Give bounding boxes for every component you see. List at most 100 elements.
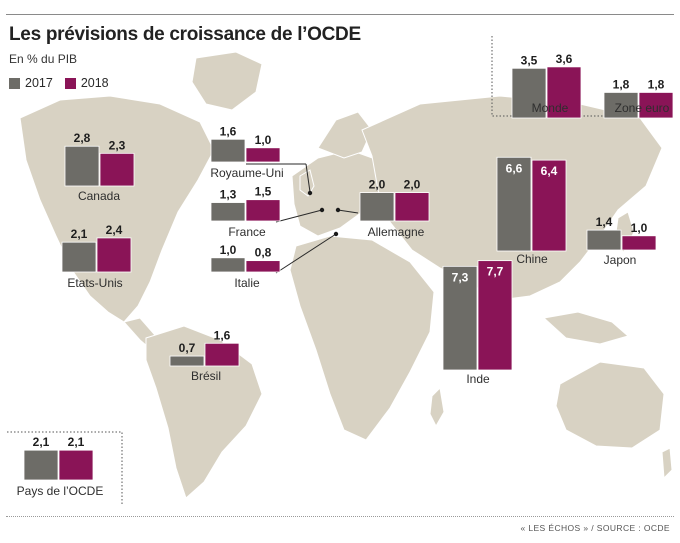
value-label-zone-euro-2018: 1,8 [648, 77, 665, 91]
world-map [19, 51, 673, 499]
value-label-italie-2017: 1,0 [220, 243, 237, 257]
country-label-japon: Japon [604, 253, 637, 267]
bar-zone-euro-2017 [603, 92, 639, 119]
value-label-etats-unis-2017: 2,1 [71, 227, 88, 241]
legend-swatch-2018 [64, 77, 76, 89]
country-label-etats-unis: Etats-Unis [67, 276, 122, 290]
bar-canada-2017 [64, 145, 100, 187]
bottom-rule [6, 516, 674, 517]
bar-royaume-uni-2017 [210, 138, 246, 163]
country-label-royaume-uni: Royaume-Uni [210, 166, 283, 180]
legend-item-2017: 2017 [9, 76, 53, 90]
legend: 2017 2018 [9, 76, 121, 90]
leader-uk-v [305, 163, 311, 193]
bar-japon-2017 [586, 229, 622, 251]
bar-etats-unis-2018 [96, 237, 132, 273]
bar-allemagne-2018 [394, 192, 430, 222]
bar-italie-2017 [210, 257, 246, 273]
country-label-monde: Monde [532, 101, 569, 115]
group-royaume-uni: 1,6 1,0 Royaume-Uni [210, 124, 283, 180]
country-groups: 3,5 3,6 Monde 1,8 1,8 Zone euro 2,8 2,3 Canada 1,… [17, 52, 674, 498]
marker-uk [307, 190, 313, 196]
value-label-chine-2017: 6,6 [506, 161, 523, 175]
legend-label-2017: 2017 [25, 76, 53, 90]
group-allemagne: 2,0 2,0 Allemagne [359, 178, 430, 239]
value-label-inde-2017: 7,3 [452, 270, 469, 284]
marker-germany [335, 207, 341, 213]
country-label-pays-de-l-ocde: Pays de l’OCDE [17, 484, 104, 498]
legend-label-2018: 2018 [80, 76, 109, 90]
group-italie: 1,0 0,8 Italie [210, 243, 281, 290]
value-label-france-2018: 1,5 [255, 185, 272, 199]
land-greenland [191, 51, 263, 111]
land-indonesia [542, 311, 630, 345]
group-canada: 2,8 2,3 Canada [64, 131, 135, 203]
value-label-etats-unis-2018: 2,4 [106, 223, 123, 237]
group-pays-de-l-ocde: 2,1 2,1 Pays de l’OCDE [17, 435, 104, 498]
country-label-chine: Chine [516, 252, 548, 266]
land-south-america [145, 325, 263, 499]
value-label-monde-2018: 3,6 [556, 52, 573, 66]
country-label-italie: Italie [234, 276, 260, 290]
group-japon: 1,4 1,0 Japon [586, 215, 657, 267]
marker-italy [333, 231, 339, 237]
value-label-italie-2018: 0,8 [255, 246, 272, 260]
value-label-pays-de-l-ocde-2017: 2,1 [33, 435, 50, 449]
value-label-zone-euro-2017: 1,8 [613, 77, 630, 91]
bar-chine-2018 [531, 159, 567, 252]
bar-zone-euro-2018 [638, 92, 674, 119]
bar-monde-2018 [546, 66, 582, 119]
group-inde: 7,3 7,7 Inde [442, 260, 513, 386]
top-rule [6, 14, 674, 15]
value-label-canada-2018: 2,3 [109, 138, 126, 152]
bar-inde-2017 [442, 265, 478, 371]
group-france: 1,3 1,5 France [210, 185, 281, 239]
group-chine: 6,6 6,4 Chine [496, 156, 567, 266]
group-bresil: 0,7 1,6 Brésil [169, 328, 240, 383]
land-australia [555, 361, 665, 449]
source-note: « LES ÉCHOS » / SOURCE : OCDE [520, 523, 670, 533]
leader-lines [246, 163, 359, 274]
marker-france [319, 207, 325, 213]
page-title: Les prévisions de croissance de l’OCDE [9, 24, 361, 45]
value-label-chine-2018: 6,4 [541, 164, 558, 178]
country-label-allemagne: Allemagne [368, 225, 425, 239]
country-label-france: France [228, 225, 266, 239]
legend-item-2018: 2018 [64, 76, 109, 90]
value-label-allemagne-2017: 2,0 [369, 178, 386, 192]
value-label-france-2017: 1,3 [220, 188, 237, 202]
country-label-canada: Canada [78, 189, 120, 203]
country-label-bresil: Brésil [191, 369, 221, 383]
land-africa [289, 235, 435, 441]
bar-etats-unis-2017 [61, 241, 97, 273]
bar-monde-2017 [511, 67, 547, 119]
page-subtitle: En % du PIB [9, 52, 78, 66]
country-label-inde: Inde [466, 372, 490, 386]
bar-bresil-2018 [204, 342, 240, 367]
bar-italie-2018 [245, 260, 281, 273]
group-zone-euro: 1,8 1,8 Zone euro [603, 77, 674, 119]
bar-allemagne-2017 [359, 192, 395, 222]
value-label-bresil-2018: 1,6 [214, 328, 231, 342]
bar-bresil-2017 [169, 355, 205, 367]
leader-germany [337, 209, 359, 214]
value-label-japon-2017: 1,4 [596, 215, 613, 229]
value-label-bresil-2017: 0,7 [179, 341, 196, 355]
value-label-inde-2018: 7,7 [487, 265, 504, 279]
bar-pays-de-l-ocde-2017 [23, 449, 59, 481]
bar-france-2017 [210, 202, 246, 222]
country-label-zone-euro: Zone euro [615, 101, 670, 115]
bar-chine-2017 [496, 156, 532, 252]
bar-inde-2018 [477, 260, 513, 371]
value-label-pays-de-l-ocde-2018: 2,1 [68, 435, 85, 449]
bar-canada-2018 [99, 152, 135, 187]
bar-pays-de-l-ocde-2018 [58, 449, 94, 481]
land-new-zealand [661, 447, 673, 480]
bar-royaume-uni-2018 [245, 147, 281, 163]
bar-japon-2018 [621, 235, 657, 251]
legend-swatch-2017 [9, 77, 20, 89]
value-label-royaume-uni-2018: 1,0 [255, 133, 272, 147]
value-label-japon-2018: 1,0 [631, 221, 648, 235]
value-label-canada-2017: 2,8 [74, 131, 91, 145]
